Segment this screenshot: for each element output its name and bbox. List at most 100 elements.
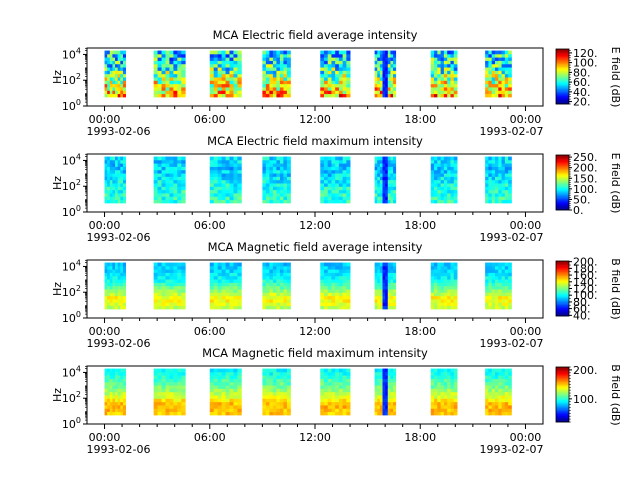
spectrogram-cell (485, 292, 489, 297)
colorbar-step (556, 311, 569, 314)
spectrogram-cell (320, 156, 325, 161)
spectrogram-cell (213, 73, 219, 78)
spectrogram-cell (385, 173, 389, 177)
spectrogram-cell (209, 368, 215, 373)
spectrogram-cell (122, 385, 126, 389)
spectrogram-cell (335, 302, 340, 307)
spectrogram-cell (213, 265, 219, 270)
spectrogram-cell (434, 87, 438, 91)
spectrogram-cell (161, 176, 166, 181)
spectrogram-cell (338, 391, 344, 396)
spectrogram-cell (283, 179, 288, 184)
spectrogram-cell (447, 80, 451, 85)
spectrogram-cell (165, 183, 170, 187)
spectrogram-cell (338, 408, 344, 413)
spectrogram-cell (269, 275, 274, 280)
spectrogram-cell (440, 265, 445, 270)
spectrogram-cell (377, 57, 381, 61)
spectrogram-cell (331, 169, 336, 174)
spectrogram-cell (377, 371, 381, 376)
spectrogram-cell (331, 269, 336, 273)
spectrogram-cell (504, 77, 509, 81)
colorbar-step (556, 305, 569, 307)
spectrogram-cell (104, 385, 108, 389)
spectrogram-cell (107, 73, 111, 78)
spectrogram-cell (440, 87, 445, 91)
spectrogram-cell (283, 73, 288, 78)
spectrogram-cell (217, 408, 223, 413)
spectrogram-cell (443, 166, 448, 171)
spectrogram-cell (327, 262, 332, 267)
spectrogram-cell (209, 156, 215, 161)
colorbar-step (556, 368, 569, 371)
spectrogram-cell (504, 265, 509, 270)
spectrogram-cell (385, 169, 389, 174)
spectrogram-cell (437, 77, 442, 81)
spectrogram-cell (443, 289, 448, 293)
spectrogram-cell (181, 183, 186, 187)
spectrogram-cell (346, 80, 351, 85)
spectrogram-cell (229, 50, 234, 55)
spectrogram-cell (283, 196, 288, 201)
spectrogram-cell (327, 285, 332, 290)
spectrogram-cell (390, 80, 394, 85)
spectrogram-cell (122, 53, 126, 58)
spectrogram-cell (233, 385, 238, 389)
spectrogram-cell (335, 93, 340, 98)
spectrogram-cell (107, 159, 111, 164)
spectrogram-cell (181, 391, 186, 396)
spectrogram-cell (377, 405, 381, 409)
spectrogram-cell (501, 378, 506, 383)
spectrogram-cell (283, 262, 288, 267)
spectrogram-cell (379, 269, 383, 273)
spectrogram-cell (387, 163, 391, 167)
spectrogram-cell (237, 385, 242, 389)
spectrogram-cell (120, 411, 124, 416)
spectrogram-cell (161, 401, 166, 406)
colorbar-step (556, 420, 569, 423)
spectrogram-cell (173, 269, 178, 273)
spectrogram-cell (504, 299, 509, 303)
spectrogram-cell (379, 391, 383, 396)
spectrogram-cell (177, 299, 182, 303)
spectrogram-cell (153, 302, 158, 307)
spectrogram-cell (501, 265, 506, 270)
spectrogram-cell (390, 196, 394, 201)
spectrogram-cell (169, 156, 174, 161)
spectrogram-cell (377, 285, 381, 290)
spectrogram-cell (379, 87, 383, 91)
spectrogram-cell (447, 67, 451, 71)
spectrogram-cell (320, 90, 325, 95)
spectrogram-cell (161, 375, 166, 379)
spectrogram-cell (237, 265, 242, 270)
spectrogram-cell (393, 375, 397, 379)
spectrogram-cell (237, 368, 242, 373)
spectrogram-cell (237, 289, 242, 293)
spectrogram-cell (385, 57, 389, 61)
spectrogram-cell (181, 87, 186, 91)
spectrogram-cell (320, 77, 325, 81)
spectrogram-cell (283, 395, 288, 399)
spectrogram-cell (485, 272, 489, 277)
spectrogram-cell (107, 70, 111, 75)
spectrogram-cell (393, 299, 397, 303)
spectrogram-cell (272, 269, 277, 273)
spectrogram-cell (494, 275, 499, 280)
spectrogram-cell (374, 299, 378, 303)
spectrogram-cell (453, 305, 458, 310)
spectrogram-cell (237, 169, 242, 174)
spectrogram-cell (504, 375, 509, 379)
spectrogram-cell (385, 378, 389, 383)
spectrogram-cell (504, 269, 509, 273)
spectrogram-cell (104, 269, 108, 273)
spectrogram-cell (443, 70, 448, 75)
spectrogram-cell (379, 302, 383, 307)
spectrogram-cell (494, 179, 499, 184)
spectrogram-cell (320, 371, 325, 376)
spectrogram-cell (440, 299, 445, 303)
spectrogram-cell (120, 391, 124, 396)
spectrogram-cell (498, 183, 502, 187)
spectrogram-cell (157, 159, 162, 164)
spectrogram-cell (272, 378, 277, 383)
spectrogram-cell (488, 279, 493, 283)
